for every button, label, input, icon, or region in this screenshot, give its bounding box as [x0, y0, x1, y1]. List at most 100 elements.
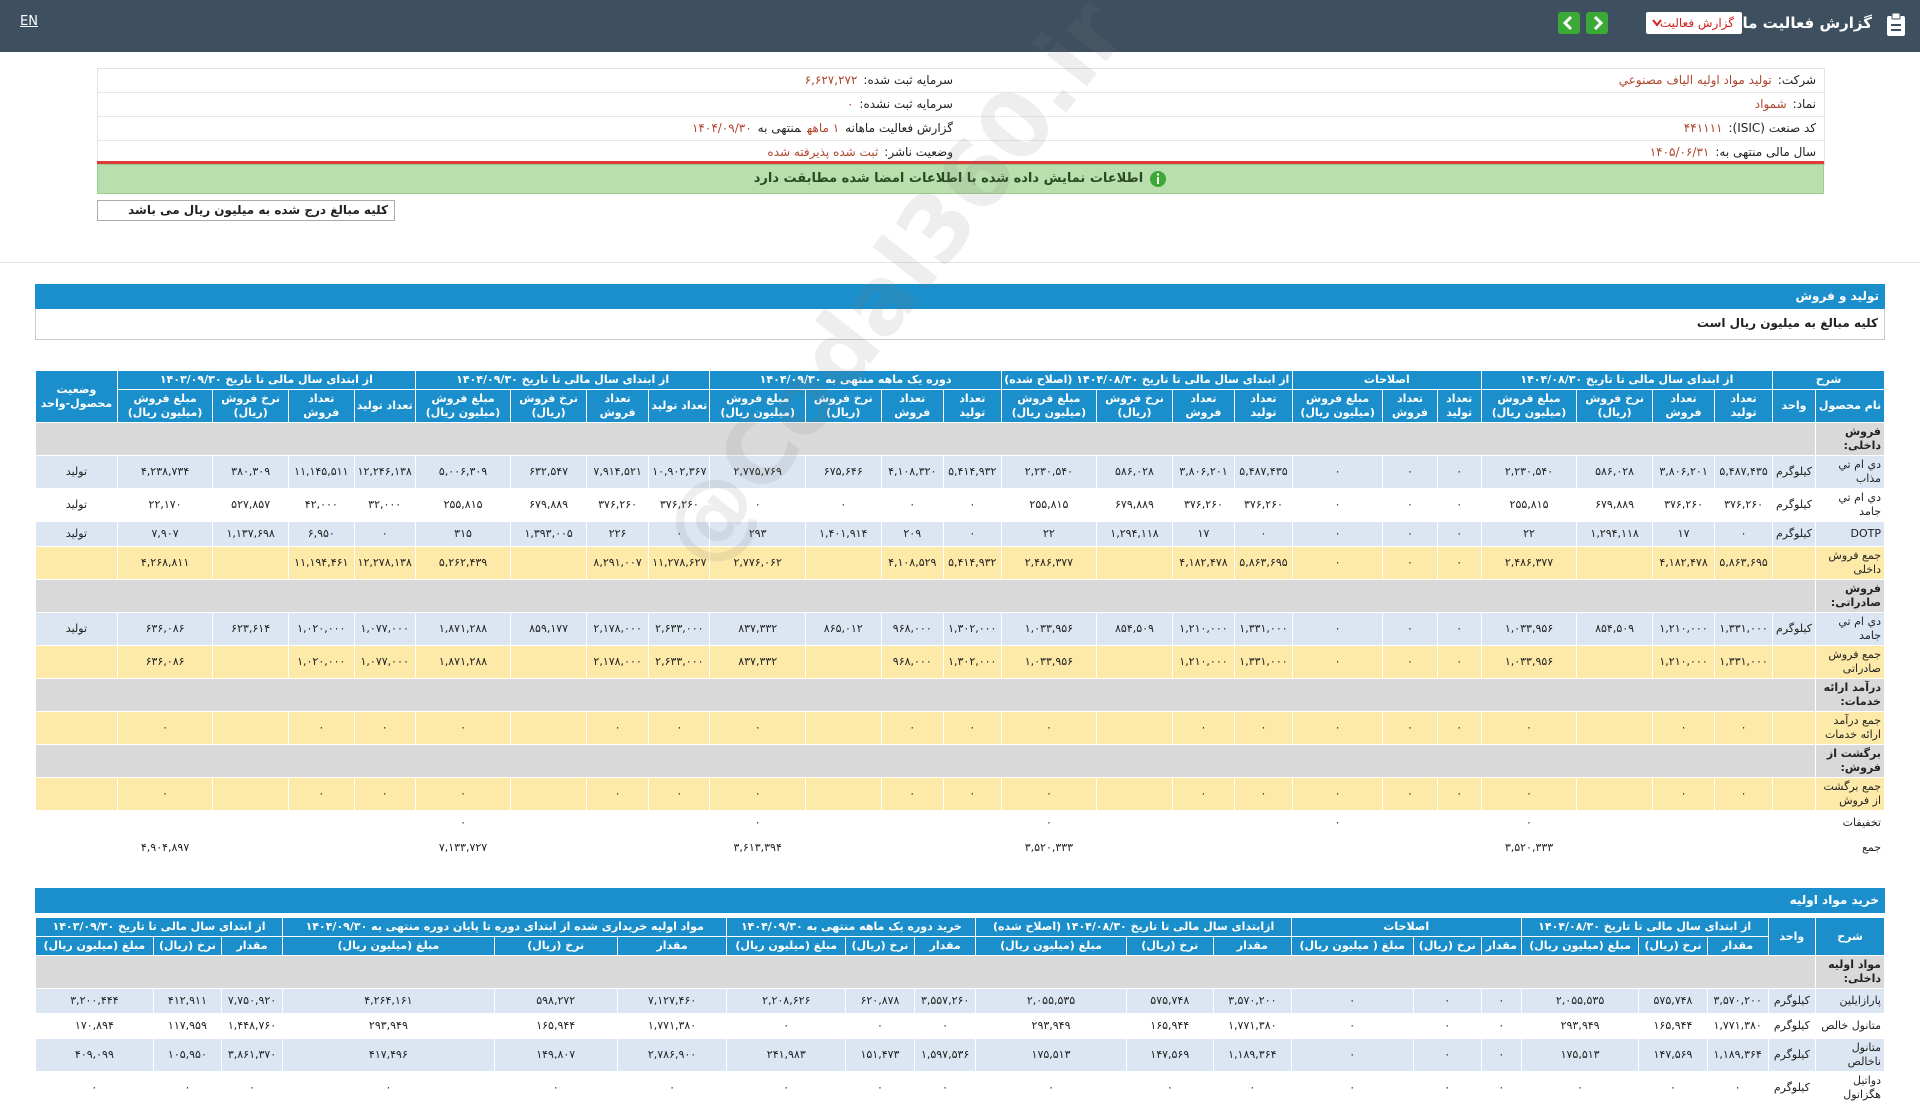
column-header: تعداد فروش: [1382, 389, 1438, 423]
table-cell: ۱,۱۳۷,۶۹۸: [212, 521, 290, 547]
table-cell: ۰: [1714, 711, 1773, 745]
table-cell: ۰: [1291, 488, 1384, 522]
top-bar: گزارش فعالیت ماهانه گزارش فعالیت EN: [0, 0, 1920, 52]
table-cell: [585, 810, 650, 836]
table-cell: [353, 835, 416, 861]
table-cell: ۵۸۶,۰۲۸: [1096, 455, 1173, 489]
field-label: سال مالی منتهی به:: [1715, 145, 1816, 159]
table-body: فروش داخلی: دي ام تي مذاب کیلوگرم ۵,۴۸۷,۴۳۵…: [35, 422, 1885, 861]
table-cell: ۳۷۶,۲۶۰: [1714, 488, 1773, 522]
table-row: دي ام تي جامد کیلوگرم ۳۷۶,۲۶۰ ۳۷۶,۲۶۰ ۶۷۹,۸۸…: [35, 488, 1885, 522]
table-cell: کیلوگرم: [1772, 488, 1816, 522]
table-cell: جمع: [1815, 835, 1885, 861]
table-cell: ۱۶۵,۹۴۴: [493, 1013, 618, 1039]
table-row: جمع فروش داخلی ۵,۸۶۳,۶۹۵ ۴,۱۸۲,۴۷۸ ۲,۴۸۶,۳۷…: [35, 546, 1885, 580]
table-cell: ۱,۳۰۲,۰۰۰: [942, 645, 1002, 679]
table-cell: پارازایلین: [1815, 988, 1885, 1014]
section-label: مواد اولیه داخلی:: [1815, 955, 1885, 989]
language-switch[interactable]: EN: [20, 14, 38, 29]
table-cell: ۱,۷۷۱,۳۸۰: [1212, 1013, 1292, 1039]
table-cell: ۲,۷۷۵,۷۶۹: [709, 455, 806, 489]
info-field: سال مالی منتهی به: ۱۴۰۵/۰۶/۳۱: [961, 141, 1824, 164]
table-cell: ۷,۱۲۷,۴۶۰: [616, 988, 728, 1014]
table-row: درآمد ارائه خدمات:: [35, 678, 1885, 712]
table-cell: ۰: [116, 711, 214, 745]
table-cell: [1772, 777, 1816, 811]
table-cell: ۱۴۷,۵۶۹: [1638, 1038, 1708, 1072]
table-cell: ۵,۴۸۷,۴۳۵: [1714, 455, 1773, 489]
table-cell: ۲۹۳: [709, 521, 806, 547]
table-cell: ۴۲,۰۰۰: [288, 488, 355, 522]
table-cell: ۶۲۳,۶۱۴: [212, 612, 290, 646]
table-cell: ۶۷۹,۸۸۹: [510, 488, 587, 522]
table-cell: [212, 810, 290, 836]
table-cell: ۲۹۳,۹۴۹: [282, 1013, 495, 1039]
production-table: شرح از ابتدای سال مالی تا تاریخ ۱۴۰۴/۰۸/۳…: [35, 370, 1885, 861]
table-cell: ۰: [709, 777, 806, 811]
table-cell: ۰: [1382, 488, 1438, 522]
table-cell: ۱,۳۳۱,۰۰۰: [1234, 645, 1293, 679]
table-cell: [35, 645, 118, 679]
table-row: متانول ناخالص کیلوگرم ۱,۱۸۹,۳۶۴ ۱۴۷,۵۶۹ ۱۷۵,…: [35, 1038, 1885, 1072]
table-cell: ۱,۴۰۱,۹۱۴: [804, 521, 882, 547]
table-cell: ۱,۷۷۱,۳۸۰: [1706, 1013, 1769, 1039]
table-cell: [288, 835, 355, 861]
table-cell: ۳,۵۷۰,۲۰۰: [1706, 988, 1769, 1014]
table-cell: ۳,۸۰۶,۲۰۱: [1651, 455, 1716, 489]
table-cell: ۲,۷۷۶,۰۶۲: [709, 546, 806, 580]
table-cell: ۰: [1651, 711, 1716, 745]
table-cell: ۰: [1291, 777, 1384, 811]
table-cell: ۱,۸۷۱,۲۸۸: [414, 645, 512, 679]
table-cell: ۱۷۵,۵۱۳: [1520, 1038, 1640, 1072]
group-header: وضعیت محصول-واحد: [35, 370, 118, 423]
table-cell: ۰: [35, 1071, 154, 1105]
table-cell: ۱,۱۸۹,۳۶۴: [1212, 1038, 1292, 1072]
report-icon: [1887, 13, 1905, 36]
table-cell: متانول ناخالص: [1815, 1038, 1885, 1072]
table-cell: تخفیفات: [1815, 810, 1885, 836]
table-cell: [510, 546, 587, 580]
table-cell: ۰: [288, 711, 355, 745]
table-cell: [35, 777, 118, 811]
table-cell: [804, 810, 882, 836]
table-cell: ۰: [1291, 521, 1384, 547]
table-cell: ۵,۲۶۲,۴۳۹: [414, 546, 512, 580]
table-cell: ۰: [726, 1013, 847, 1039]
field-label: سرمایه ثبت شده:: [863, 73, 953, 87]
table-cell: ۲,۲۰۸,۶۲۶: [726, 988, 847, 1014]
table-cell: جمع درآمد ارائه خدمات: [1815, 711, 1885, 745]
section-fill: [35, 744, 1816, 778]
section-fill: [35, 678, 1816, 712]
column-header: مبلغ (میلیون ریال): [35, 936, 154, 956]
table-cell: ۰: [648, 777, 711, 811]
section-fill: [35, 422, 1816, 456]
arrow-icon: [1593, 15, 1604, 31]
next-button[interactable]: [1586, 12, 1608, 34]
previous-button[interactable]: [1558, 12, 1580, 34]
table-cell: جمع برگشت از فروش: [1815, 777, 1885, 811]
table-cell: ۱,۰۲۰,۰۰۰: [288, 645, 355, 679]
table-cell: [1651, 810, 1716, 836]
column-header: نرخ فروش (ریال): [510, 389, 587, 423]
table-cell: ۱۴۷,۵۶۹: [1125, 1038, 1214, 1072]
table-cell: ۰: [1212, 1071, 1292, 1105]
table-cell: [804, 711, 882, 745]
table-cell: ۵۹۸,۲۷۲: [493, 988, 618, 1014]
column-header: نرخ (ریال): [845, 936, 915, 956]
report-type-dropdown[interactable]: گزارش فعالیت: [1646, 12, 1742, 34]
table-cell: ۲۰۹: [880, 521, 944, 547]
table-cell: [1772, 810, 1816, 836]
table-cell: ۲,۴۸۶,۳۷۷: [1480, 546, 1578, 580]
table-cell: جمع فروش صادراتی: [1815, 645, 1885, 679]
table-cell: [510, 835, 587, 861]
table-cell: ۰: [942, 521, 1002, 547]
column-header: مقدار: [1706, 936, 1769, 956]
table-cell: ۰: [1382, 645, 1438, 679]
info-field: نماد: شمواد: [961, 93, 1824, 116]
table-cell: ۳۲,۰۰۰: [353, 488, 416, 522]
table-cell: [1772, 711, 1816, 745]
table-cell: ۰: [1480, 1071, 1522, 1105]
table-cell: ۰: [1382, 711, 1438, 745]
table-cell: ۲,۶۳۳,۰۰۰: [648, 645, 711, 679]
table-cell: دي ام تي جامد: [1815, 488, 1885, 522]
